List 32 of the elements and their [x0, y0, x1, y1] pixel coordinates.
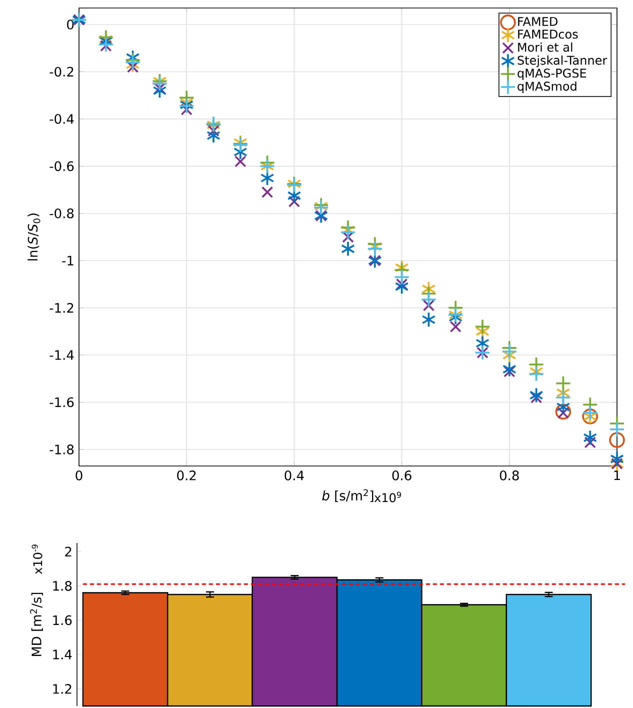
y-tick-label: -1.8: [50, 444, 74, 454]
y-tick-label: 1.2: [53, 684, 72, 694]
x-tick-label: 0: [76, 470, 82, 480]
y-axis-title: ln(S/S$_{0}$): [28, 214, 40, 260]
y-tick-label: -0.2: [50, 66, 74, 77]
text: x10$^{9}$: [374, 492, 401, 502]
x-tick-label: 0.6: [392, 470, 412, 480]
x-axis-title: b [s/m$^{2}$]: [322, 489, 374, 502]
legend-label: FAMED: [518, 17, 558, 26]
legend-label: Stejskal-Tanner: [518, 56, 608, 68]
text: x10$^{-9}$: [32, 544, 42, 574]
y-tick-label: -1: [62, 256, 74, 266]
y-tick-label: 2: [65, 546, 72, 556]
x-tick-label: 0.4: [284, 470, 304, 480]
y-tick-label: 1.6: [53, 615, 72, 626]
y-tick-label: -0.6: [50, 161, 74, 172]
y-tick-label: -1.4: [50, 350, 74, 360]
x-tick-label: 1: [614, 470, 620, 480]
x-tick-label: 0.8: [500, 470, 519, 480]
y-axis-title: MD [m$^{2}$/s]: [30, 592, 43, 656]
legend-label: Mori et al: [518, 42, 572, 52]
legend-label: qMASmod: [518, 81, 576, 94]
y-tick-label: -0.4: [50, 114, 74, 124]
legend-label: FAMEDcos: [518, 30, 578, 39]
y-tick-label: 0: [67, 20, 74, 30]
y-tick-label: -0.8: [50, 208, 74, 218]
legend-label: qMAS-PGSE: [518, 68, 586, 80]
x-tick-label: 0.2: [177, 470, 196, 480]
y-tick-label: -1.2: [50, 302, 74, 313]
y-tick-label: -1.6: [50, 397, 74, 408]
y-tick-label: 1.4: [53, 650, 72, 660]
y-tick-label: 1.8: [53, 580, 72, 591]
